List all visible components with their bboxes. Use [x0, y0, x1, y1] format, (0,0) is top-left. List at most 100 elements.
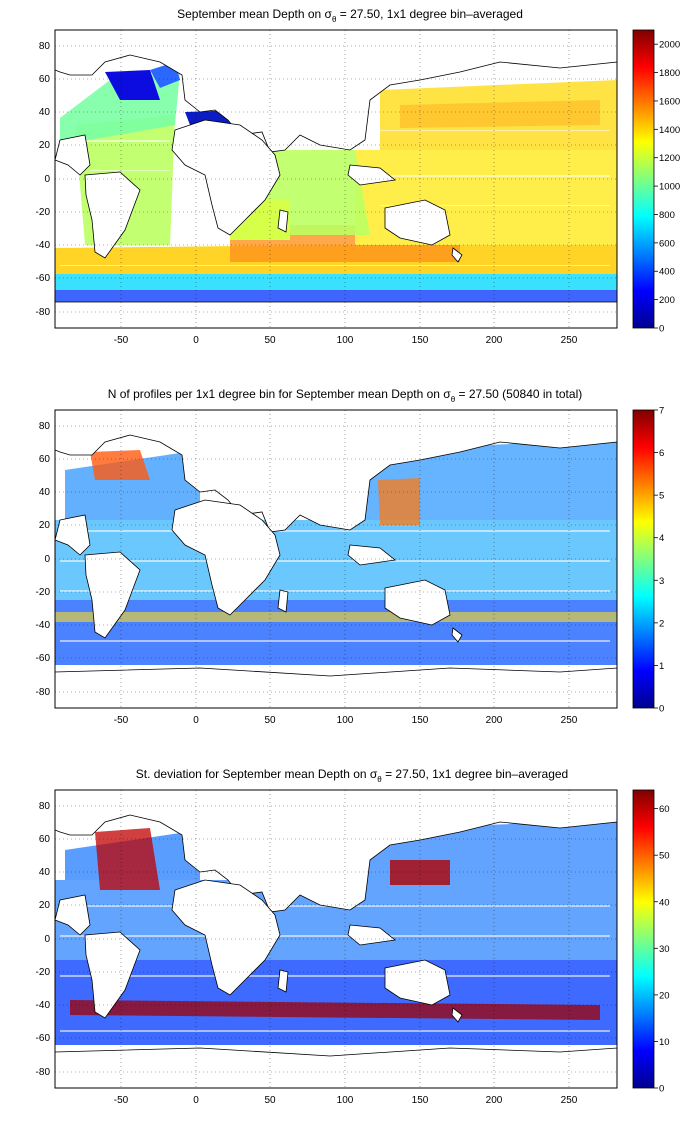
axes-frame — [54, 409, 618, 709]
x-tick-label: 200 — [486, 715, 503, 726]
panel-std-deviation: St. deviation for September mean Depth o… — [36, 767, 670, 1106]
y-tick-label: -20 — [36, 587, 51, 598]
colorbar-tick-label: 1200 — [659, 153, 680, 164]
y-tick-label: 20 — [39, 900, 51, 911]
y-tick-label: 20 — [39, 140, 51, 151]
y-tick-label: 60 — [39, 454, 51, 465]
panel-title: N of profiles per 1x1 degree bin for Sep… — [108, 387, 582, 404]
colorbar-gradient — [632, 789, 655, 1089]
y-tick-label: 0 — [44, 554, 50, 565]
colorbar-tick-label: 0 — [659, 704, 664, 715]
x-tick-labels: -50 0 50 100 150 200 250 — [114, 1095, 578, 1106]
y-tick-labels: 80 60 40 20 0 -20 -40 -60 -80 — [36, 421, 51, 698]
y-tick-label: -20 — [36, 967, 51, 978]
colorbar-tick-label: 40 — [659, 897, 670, 908]
colorbar-tick-label: 10 — [659, 1037, 670, 1048]
y-tick-label: 80 — [39, 41, 51, 52]
y-tick-labels: 80 60 40 20 0 -20 -40 -60 -80 — [36, 41, 51, 318]
y-tick-label: 0 — [44, 934, 50, 945]
colorbar-tick-label: 20 — [659, 990, 670, 1001]
colorbar-tick-label: 1 — [659, 661, 664, 672]
y-tick-label: 40 — [39, 867, 51, 878]
y-tick-label: -40 — [36, 1000, 51, 1011]
grid — [55, 410, 617, 708]
axes-frame — [54, 29, 618, 329]
colorbar-gradient — [632, 409, 655, 709]
y-tick-label: -60 — [36, 653, 51, 664]
colorbar-tick-label: 50 — [659, 851, 670, 862]
axes-frame — [54, 789, 618, 1089]
colorbar-tick-label: 30 — [659, 944, 670, 955]
x-tick-label: 150 — [412, 1095, 429, 1106]
x-tick-label: 100 — [337, 335, 354, 346]
colorbar-tick-label: 800 — [659, 210, 675, 221]
x-tick-label: 250 — [561, 335, 578, 346]
colorbar-tick-label: 4 — [659, 533, 664, 544]
colorbar-tick-label: 7 — [659, 406, 664, 417]
colorbar-tick-label: 600 — [659, 238, 675, 249]
colorbar: 0 10 20 30 40 50 60 — [632, 789, 670, 1095]
x-tick-label: 200 — [486, 335, 503, 346]
x-tick-label: 150 — [412, 715, 429, 726]
grid — [55, 790, 617, 1088]
grid — [55, 30, 617, 328]
colorbar-tick-label: 2000 — [659, 40, 680, 51]
y-tick-label: 40 — [39, 487, 51, 498]
x-tick-label: 0 — [193, 1095, 199, 1106]
panel-profile-count: N of profiles per 1x1 degree bin for Sep… — [36, 387, 665, 726]
coastlines — [54, 409, 618, 709]
x-tick-label: -50 — [114, 1095, 129, 1106]
x-tick-label: 100 — [337, 715, 354, 726]
panel-title: St. deviation for September mean Depth o… — [136, 767, 568, 784]
data-field — [55, 62, 617, 302]
colorbar-tick-label: 1800 — [659, 68, 680, 79]
colorbar-tick-label: 1000 — [659, 182, 680, 193]
y-tick-label: 60 — [39, 834, 51, 845]
y-tick-label: 20 — [39, 520, 51, 531]
y-tick-label: -80 — [36, 687, 51, 698]
colorbar: 0 1 2 3 4 5 6 7 — [632, 406, 664, 715]
x-tick-label: 250 — [561, 1095, 578, 1106]
y-tick-labels: 80 60 40 20 0 -20 -40 -60 -80 — [36, 801, 51, 1078]
colorbar-tick-label: 400 — [659, 267, 675, 278]
colorbar-tick-label: 3 — [659, 576, 664, 587]
y-tick-label: 80 — [39, 421, 51, 432]
colorbar-tick-label: 6 — [659, 448, 664, 459]
y-tick-label: -60 — [36, 1033, 51, 1044]
x-tick-label: 50 — [264, 335, 276, 346]
y-tick-label: 0 — [44, 174, 50, 185]
colorbar-tick-label: 0 — [659, 1084, 664, 1095]
x-tick-labels: -50 0 50 100 150 200 250 — [114, 715, 578, 726]
colorbar-gradient — [632, 29, 655, 329]
x-tick-label: -50 — [114, 335, 129, 346]
x-tick-labels: -50 0 50 100 150 200 250 — [114, 335, 578, 346]
x-tick-label: 100 — [337, 1095, 354, 1106]
colorbar-tick-label: 5 — [659, 491, 664, 502]
x-tick-label: 0 — [193, 715, 199, 726]
y-tick-label: 60 — [39, 74, 51, 85]
y-tick-label: 40 — [39, 107, 51, 118]
coastlines — [54, 29, 618, 329]
colorbar-tick-label: 1600 — [659, 96, 680, 107]
x-tick-label: 150 — [412, 335, 429, 346]
y-tick-label: -20 — [36, 207, 51, 218]
x-tick-label: 50 — [264, 1095, 276, 1106]
y-tick-label: -80 — [36, 1067, 51, 1078]
colorbar-tick-label: 1400 — [659, 125, 680, 136]
y-tick-label: -40 — [36, 620, 51, 631]
y-tick-label: -60 — [36, 273, 51, 284]
x-tick-label: -50 — [114, 715, 129, 726]
colorbar-tick-label: 2 — [659, 618, 664, 629]
colorbar-tick-label: 60 — [659, 804, 670, 815]
panel-title: September mean Depth on σθ = 27.50, 1x1 … — [177, 7, 523, 24]
panel-mean-depth: September mean Depth on σθ = 27.50, 1x1 … — [36, 7, 681, 346]
y-tick-label: -40 — [36, 240, 51, 251]
x-tick-label: 200 — [486, 1095, 503, 1106]
x-tick-label: 0 — [193, 335, 199, 346]
y-tick-label: 80 — [39, 801, 51, 812]
coastlines — [54, 789, 618, 1089]
x-tick-label: 50 — [264, 715, 276, 726]
colorbar: 0 200 400 600 800 1000 1200 1400 1600 1800 2000 — [632, 29, 680, 335]
x-tick-label: 250 — [561, 715, 578, 726]
